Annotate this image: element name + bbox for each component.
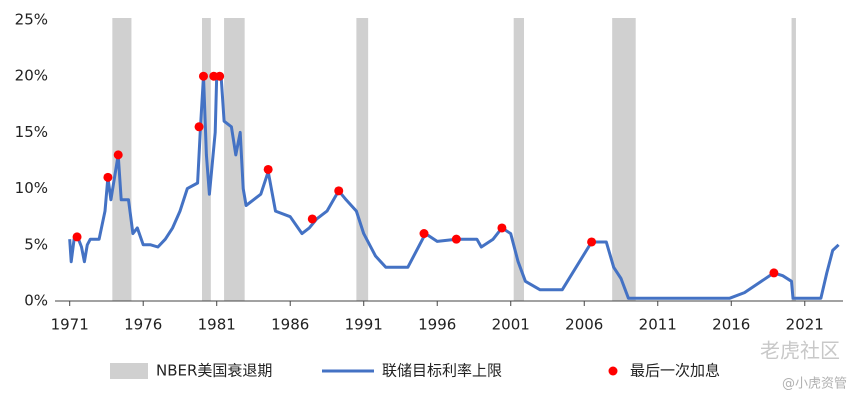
legend-swatch (110, 363, 148, 379)
y-tick-label: 15% (15, 123, 48, 141)
rate-hike-dot (419, 229, 429, 239)
recession-band (612, 18, 636, 301)
rate-hike-dot (194, 122, 204, 132)
watermark: @小虎资管 (782, 377, 847, 392)
rate-hike-dot (263, 164, 273, 174)
recession-band (112, 18, 132, 301)
rate-hike-dot (103, 172, 113, 182)
legend-label: 联储目标利率上限 (382, 362, 502, 380)
y-tick-label: 5% (24, 235, 48, 253)
watermark: 老虎社区 (760, 339, 840, 363)
x-tick-label: 1971 (51, 316, 89, 334)
rate-hike-dot (334, 186, 344, 196)
y-tick-label: 0% (24, 292, 48, 310)
rate-hike-dot (72, 232, 82, 242)
x-tick-label: 1996 (418, 316, 456, 334)
x-tick-label: 1981 (198, 316, 236, 334)
recession-band (356, 18, 369, 301)
rate-hike-dot (215, 71, 225, 81)
legend-swatch (608, 366, 618, 376)
y-tick-label: 20% (15, 67, 48, 85)
x-tick-label: 1991 (345, 316, 383, 334)
rate-hike-dot (113, 150, 123, 160)
rate-hike-dot (769, 268, 779, 278)
x-tick-label: 2016 (712, 316, 750, 334)
x-tick-label: 2021 (786, 316, 824, 334)
x-tick-label: 2011 (639, 316, 677, 334)
y-tick-label: 10% (15, 179, 48, 197)
y-tick-label: 25% (15, 11, 48, 29)
rate-hike-dot (198, 71, 208, 81)
x-tick-label: 2006 (565, 316, 603, 334)
rate-hike-dot (497, 223, 507, 233)
x-tick-label: 2001 (492, 316, 530, 334)
rate-hike-dot (587, 237, 597, 247)
legend-label: 最后一次加息 (630, 362, 720, 380)
recession-band (224, 18, 245, 301)
rate-hike-dot (451, 234, 461, 244)
x-tick-label: 1976 (124, 316, 162, 334)
legend-label: NBER美国衰退期 (156, 362, 272, 380)
recession-band (513, 18, 524, 301)
recession-band (791, 18, 796, 301)
rate-hike-dot (307, 214, 317, 224)
x-tick-label: 1986 (271, 316, 309, 334)
rate-line (68, 74, 840, 300)
